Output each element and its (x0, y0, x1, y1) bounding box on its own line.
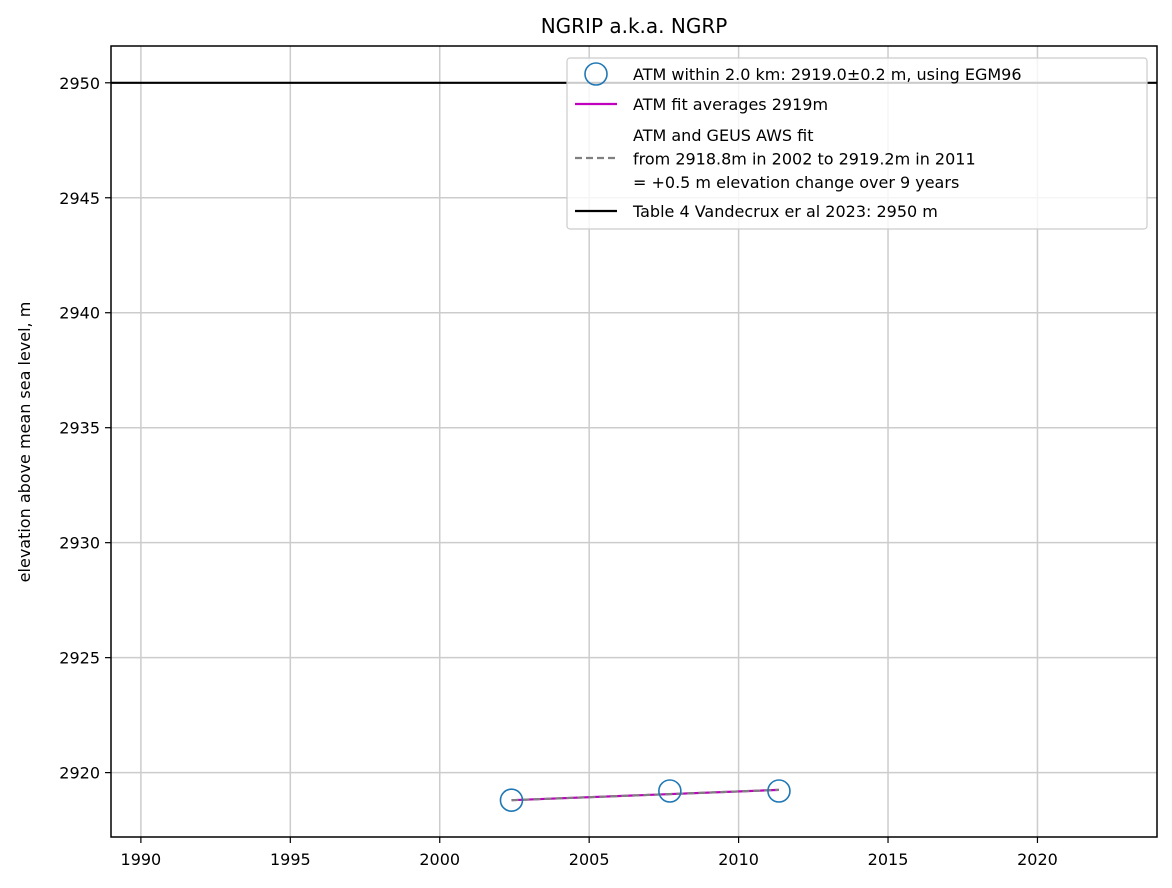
atm-aws-fit-line (511, 788, 779, 802)
y-tick-label: 2935 (59, 419, 100, 438)
legend-table4-label: Table 4 Vandecrux er al 2023: 2950 m (632, 202, 938, 221)
atm-point (767, 779, 791, 803)
x-tick-label: 2020 (1017, 850, 1058, 869)
legend-atm-fit-label: ATM fit averages 2919m (633, 95, 828, 114)
legend-box (566, 57, 1148, 230)
legend-aws-fit-label-line: = +0.5 m elevation change over 9 years (633, 173, 959, 192)
chart-title: NGRIP a.k.a. NGRP (541, 14, 728, 38)
legend: ATM within 2.0 km: 2919.0±0.2 m, using E… (566, 57, 1148, 230)
ticks: 1990 1995 2000 2005 2010 2015 2020 2920 2925 2930… (59, 74, 1058, 869)
y-tick-label: 2945 (59, 189, 100, 208)
x-tick-label: 1995 (270, 850, 311, 869)
y-axis-label: elevation above mean sea level, m (15, 302, 34, 583)
legend-atm-marker (584, 62, 608, 86)
x-tick-label: 2015 (868, 850, 909, 869)
y-tick-label: 2920 (59, 764, 100, 783)
plot-frame (110, 45, 1158, 838)
y-tick-label: 2950 (59, 74, 100, 93)
legend-aws-fit-label-line: ATM and GEUS AWS fit (633, 126, 814, 145)
x-tick-label: 2005 (569, 850, 610, 869)
x-tick-label: 1990 (121, 850, 162, 869)
legend-atm-label: ATM within 2.0 km: 2919.0±0.2 m, using E… (633, 65, 1022, 84)
y-tick-label: 2930 (59, 534, 100, 553)
x-tick-label: 2010 (718, 850, 759, 869)
atm-point (658, 779, 682, 803)
y-tick-label: 2925 (59, 649, 100, 668)
legend-aws-fit-label-line: from 2918.8m in 2002 to 2919.2m in 2011 (633, 150, 976, 169)
atm-point (499, 788, 524, 813)
y-tick-label: 2940 (59, 304, 100, 323)
x-tick-label: 2000 (419, 850, 460, 869)
